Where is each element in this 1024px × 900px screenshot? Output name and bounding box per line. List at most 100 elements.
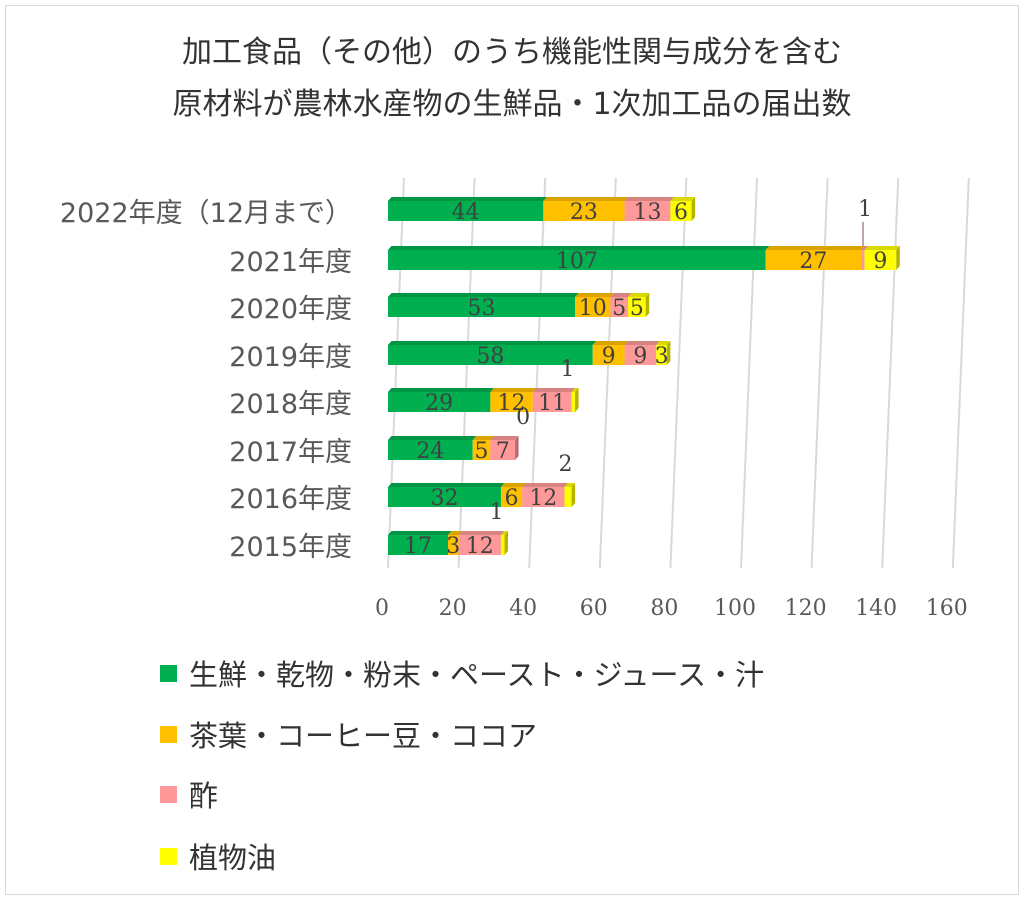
category-label: 2015年度	[229, 532, 352, 563]
category-label: 2018年度	[229, 389, 352, 420]
legend-item: 酢	[160, 776, 218, 813]
data-label: 5	[612, 296, 626, 321]
bar-segment	[500, 487, 523, 507]
data-label: 12	[498, 391, 526, 416]
data-label: 29	[425, 391, 453, 416]
bar-top	[388, 293, 579, 297]
bar-segment	[458, 535, 501, 555]
bar-segment	[522, 487, 565, 507]
bar-top	[388, 436, 477, 440]
bar-top	[388, 197, 547, 201]
legend-item: 植物油	[160, 838, 277, 875]
bar-segment	[532, 392, 572, 412]
bar-segment	[490, 392, 533, 412]
x-tick-label: 100	[714, 596, 756, 621]
legend-label: 茶葉・コーヒー豆・ココア	[189, 719, 538, 753]
data-label: 1	[858, 197, 872, 222]
legend-label: 生鮮・乾物・粉末・ペースト・ジュース・汁	[189, 658, 765, 692]
legend-item: 生鮮・乾物・粉末・ペースト・ジュース・汁	[160, 655, 765, 692]
gridline	[810, 177, 829, 569]
data-label: 107	[556, 249, 598, 274]
gridline	[598, 177, 617, 569]
bar-segment	[861, 250, 865, 270]
data-label: 24	[416, 439, 444, 464]
bar-top	[458, 531, 505, 535]
bar-segment	[575, 297, 611, 317]
bar-segment	[571, 392, 576, 412]
data-label: 44	[452, 200, 480, 225]
data-label: 53	[468, 296, 496, 321]
data-label: 5	[630, 296, 644, 321]
legend-swatch	[160, 664, 177, 682]
x-tick-label: 0	[375, 596, 389, 621]
bar-top	[472, 436, 494, 440]
bar-side	[575, 388, 579, 412]
bar-segment	[628, 297, 646, 317]
data-label: 12	[466, 534, 494, 559]
legend-swatch	[160, 725, 177, 743]
legend-item: 茶葉・コーヒー豆・ココア	[160, 716, 538, 753]
bar-segment	[624, 345, 657, 365]
data-label: 1	[561, 357, 575, 382]
x-tick-label: 80	[650, 596, 678, 621]
legend-swatch	[160, 785, 177, 803]
bar-top	[564, 483, 576, 487]
chart-title: 加工食品（その他）のうち機能性関与成分を含む	[182, 35, 842, 70]
data-label: 9	[602, 344, 616, 369]
category-label: 2016年度	[229, 484, 352, 515]
category-label: 2021年度	[229, 247, 352, 278]
gridline	[881, 177, 900, 569]
x-tick-label: 140	[855, 596, 897, 621]
gridline	[951, 177, 970, 569]
bar-top	[388, 531, 452, 535]
bar-top	[490, 388, 537, 392]
bar-side	[571, 483, 576, 507]
data-label: 9	[633, 344, 647, 369]
legend-swatch	[160, 847, 177, 865]
bar-top	[861, 246, 869, 250]
category-label: 2017年度	[229, 437, 352, 468]
data-label: 17	[404, 534, 432, 559]
bar-segment	[765, 250, 862, 270]
bar-segment	[388, 392, 491, 412]
bar-segment	[610, 297, 629, 317]
bar-side	[504, 531, 508, 555]
bar-side	[645, 293, 650, 317]
data-label: 3	[446, 534, 460, 559]
category-label: 2022年度（12月まで）	[60, 198, 352, 229]
data-label: 9	[873, 249, 887, 274]
gridline	[457, 177, 476, 569]
data-label: 5	[475, 439, 489, 464]
x-tick-label: 20	[439, 596, 467, 621]
x-tick-label: 160	[926, 596, 968, 621]
category-label: 2019年度	[229, 342, 352, 373]
bar-top	[571, 388, 579, 392]
data-label: 2	[559, 452, 573, 477]
bar-side	[896, 246, 900, 270]
bar-top	[575, 293, 614, 297]
bar-top	[388, 388, 494, 392]
data-label: 12	[529, 486, 557, 511]
bar-segment	[448, 535, 459, 555]
bar-top	[624, 197, 674, 201]
x-tick-label: 120	[785, 596, 827, 621]
gridline	[387, 177, 405, 569]
legend-label: 植物油	[189, 841, 277, 875]
data-label: 7	[496, 439, 510, 464]
bar-side	[515, 436, 519, 460]
bar-segment	[490, 440, 516, 460]
bar-segment	[592, 345, 625, 365]
bar-top	[624, 341, 660, 345]
bar-segment	[388, 201, 544, 221]
bar-segment	[388, 297, 576, 317]
bar-top	[765, 246, 865, 250]
bar-segment	[388, 487, 501, 507]
data-label: 3	[655, 344, 669, 369]
bar-top	[388, 483, 505, 487]
data-label: 6	[505, 486, 519, 511]
bar-segment	[624, 201, 671, 221]
bar-segment	[388, 345, 593, 365]
category-label: 2020年度	[229, 294, 352, 325]
bar-top	[388, 341, 597, 345]
